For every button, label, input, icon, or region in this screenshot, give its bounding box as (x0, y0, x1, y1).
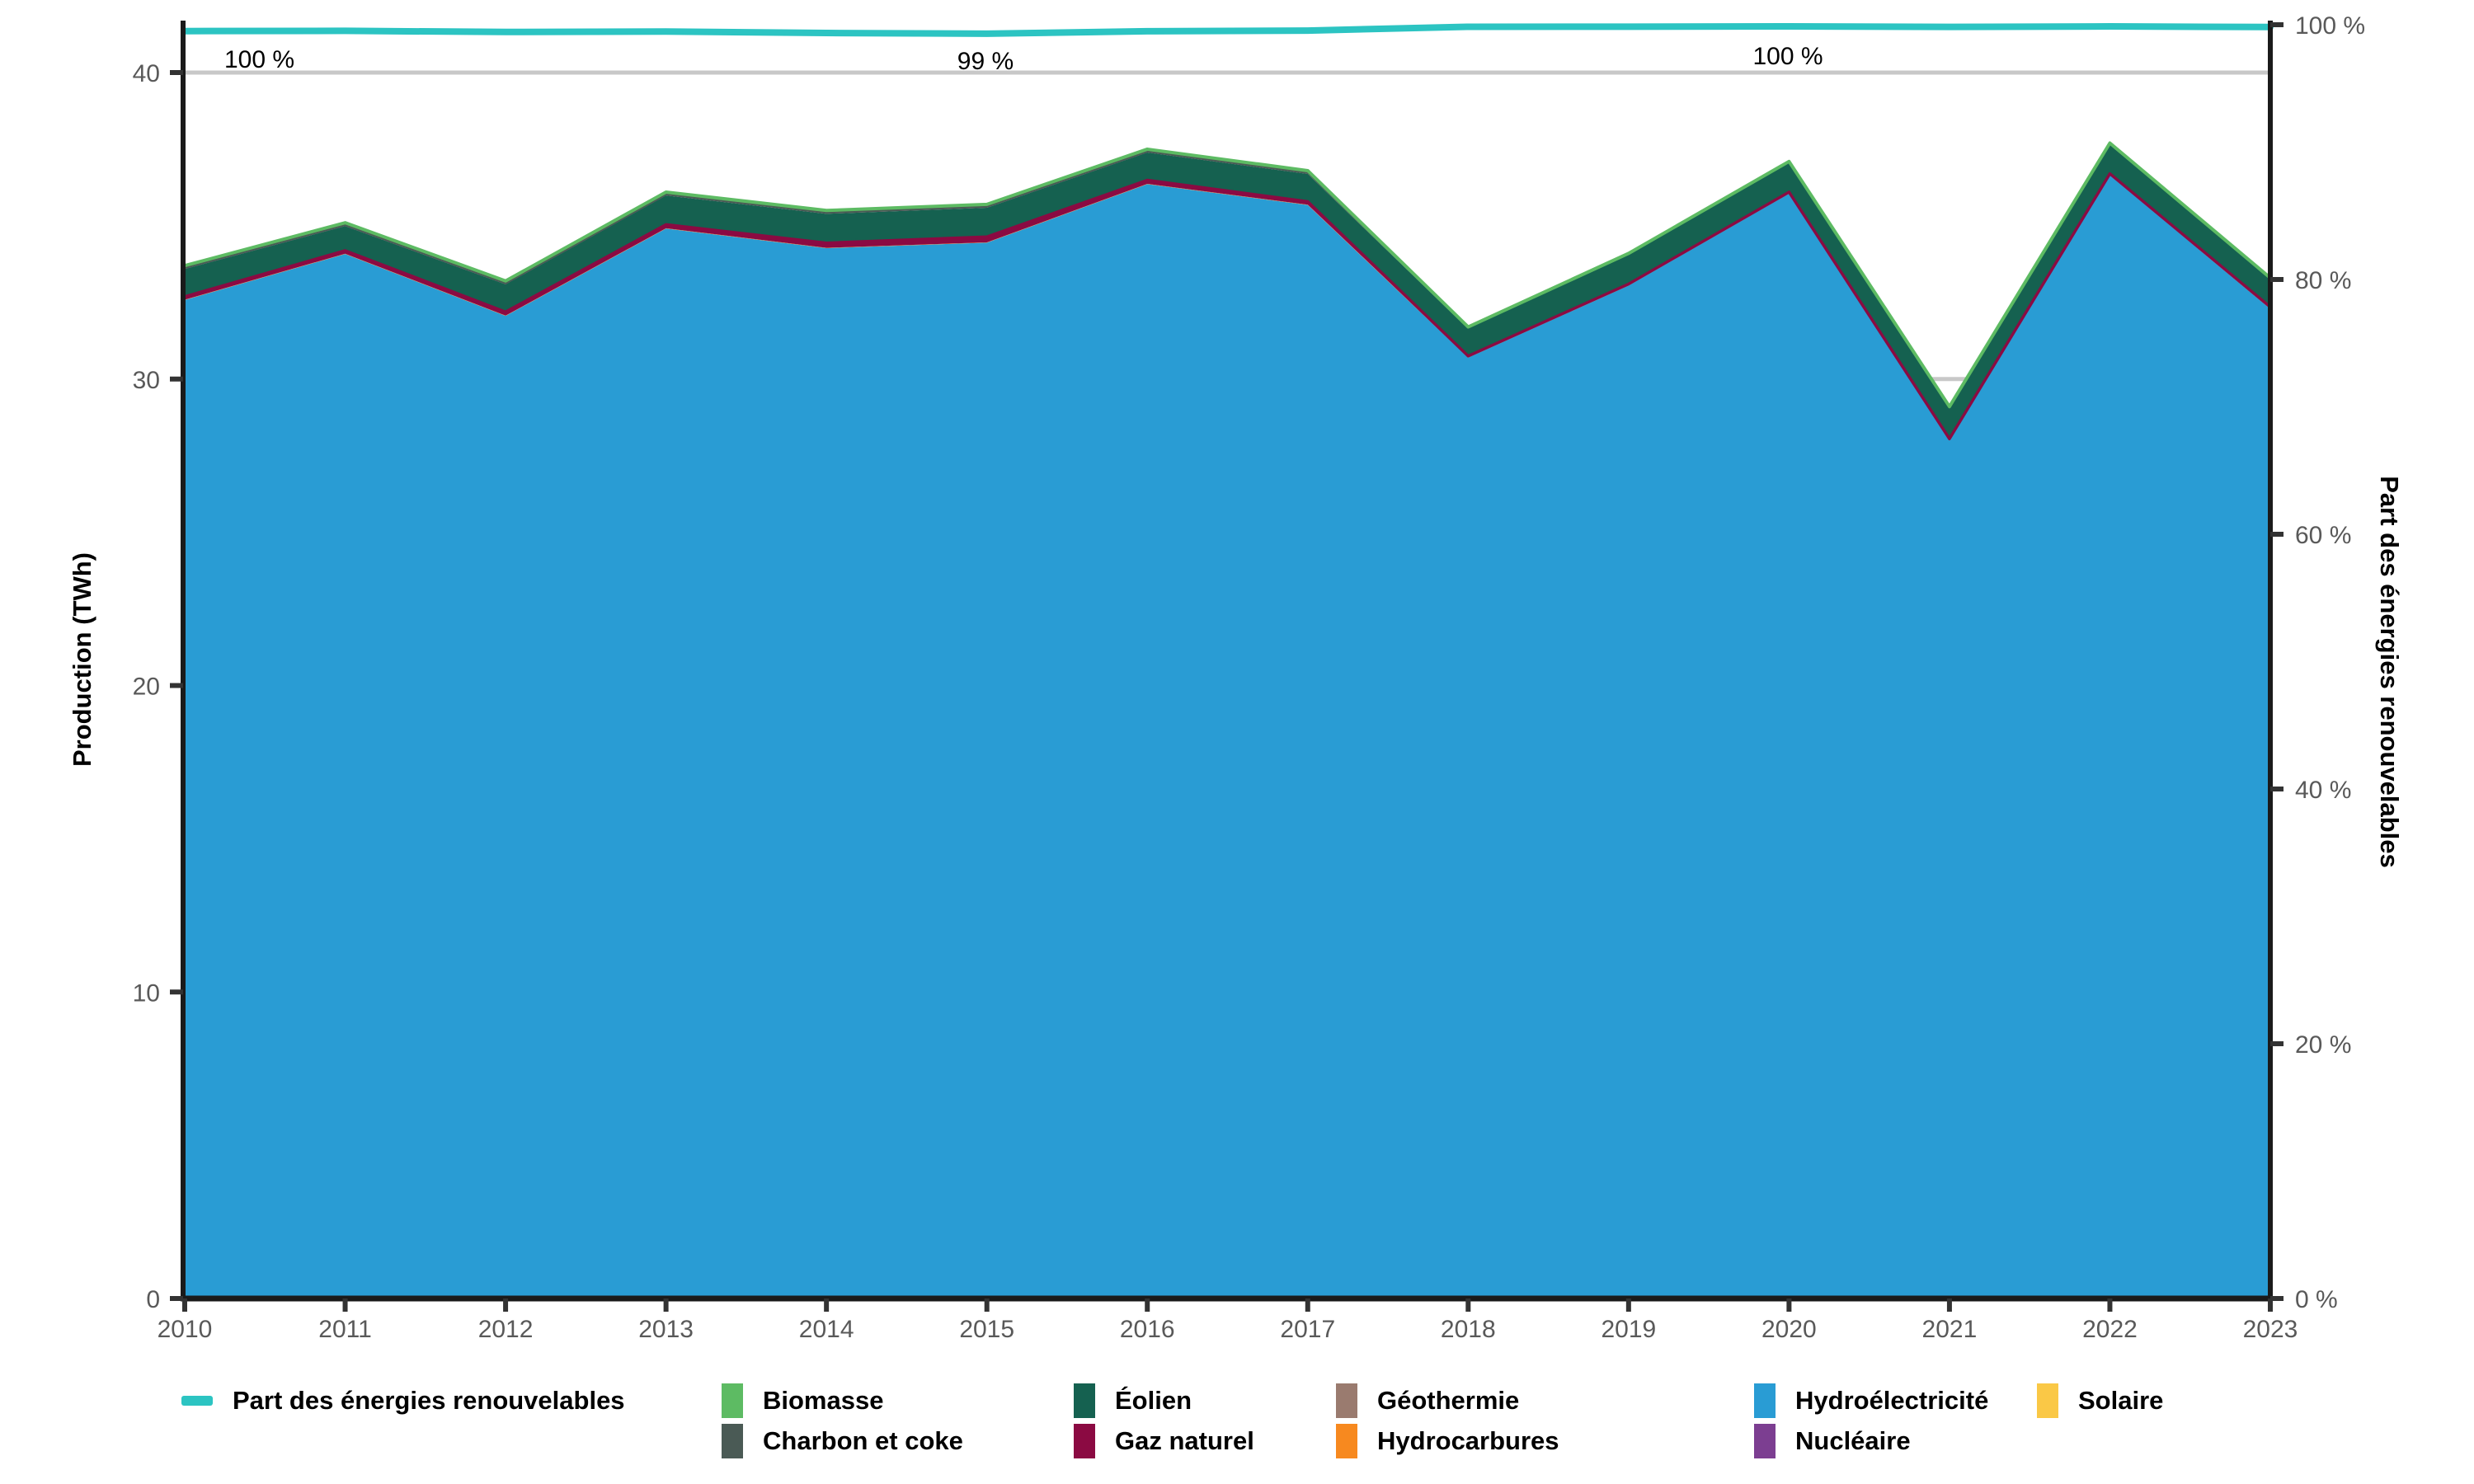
area-eolien (185, 144, 2270, 439)
right-axis-tick-label: 20 % (2295, 1031, 2351, 1059)
renewables-share-line (181, 23, 2274, 37)
legend-swatch-eolien (1074, 1383, 1095, 1418)
left-axis-tick-label: 10 (133, 979, 160, 1007)
right-axis-tick-label: 80 % (2295, 267, 2351, 294)
left-axis-tick-label: 40 (133, 60, 160, 87)
left-axis-tick-label: 30 (133, 367, 160, 394)
legend-item-geothermie: Géothermie (1336, 1383, 1519, 1418)
legend-swatch-hydrocarbures (1336, 1424, 1357, 1458)
x-axis-tick-label: 2013 (638, 1316, 694, 1343)
x-axis-tick-label: 2021 (1922, 1316, 1978, 1343)
legend-swatch-biomasse (722, 1383, 743, 1418)
right-axis-tick-label: 40 % (2295, 777, 2351, 804)
x-axis-tick-label: 2011 (318, 1316, 372, 1343)
legend-label-biomasse: Biomasse (763, 1386, 884, 1415)
edge-gaz_naturel (184, 171, 2272, 440)
legend-item-eolien: Éolien (1074, 1383, 1192, 1418)
legend-label-hydroelectricite: Hydroélectricité (1795, 1386, 1989, 1415)
x-axis-tick-label: 2019 (1601, 1316, 1656, 1343)
x-axis-tick-label: 2020 (1761, 1316, 1817, 1343)
annotation-2020-share: 100 % (1752, 43, 1823, 70)
legend-swatch-hydroelectricite (1754, 1383, 1776, 1418)
legend-label-nucleaire: Nucléaire (1795, 1426, 1911, 1455)
annotation-2010-share: 100 % (224, 46, 295, 73)
legend-swatch-gaz_naturel (1074, 1424, 1095, 1458)
x-axis-tick-label: 2012 (478, 1316, 534, 1343)
legend-item-part_renouvelables: Part des énergies renouvelables (181, 1383, 625, 1418)
x-axis-tick-label: 2017 (1280, 1316, 1335, 1343)
right-axis-title: Part des énergies renouvelables (2375, 476, 2404, 868)
legend-item-nucleaire: Nucléaire (1754, 1424, 1911, 1458)
x-axis-tick-label: 2016 (1120, 1316, 1175, 1343)
left-axis-tick-label: 20 (133, 674, 160, 701)
legend-line-swatch-part_renouvelables (181, 1396, 213, 1406)
legend-label-part_renouvelables: Part des énergies renouvelables (233, 1386, 625, 1415)
legend-label-charbon: Charbon et coke (763, 1426, 963, 1455)
legend-label-eolien: Éolien (1115, 1386, 1192, 1415)
legend-item-gaz_naturel: Gaz naturel (1074, 1424, 1254, 1458)
legend-label-gaz_naturel: Gaz naturel (1115, 1426, 1254, 1455)
area-hydroelectricite (185, 175, 2270, 1298)
legend-item-hydroelectricite: Hydroélectricité (1754, 1383, 1988, 1418)
x-axis-tick-label: 2015 (959, 1316, 1014, 1343)
legend-swatch-nucleaire (1754, 1424, 1776, 1458)
legend-label-solaire: Solaire (2078, 1386, 2164, 1415)
edge-biomasse (184, 141, 2272, 409)
legend-swatch-solaire (2037, 1383, 2058, 1418)
left-axis-title: Production (TWh) (68, 552, 96, 767)
legend-label-geothermie: Géothermie (1377, 1386, 1520, 1415)
legend-item-hydrocarbures: Hydrocarbures (1336, 1424, 1559, 1458)
legend-item-charbon: Charbon et coke (722, 1424, 963, 1458)
legend-swatch-charbon (722, 1424, 743, 1458)
legend-label-hydrocarbures: Hydrocarbures (1377, 1426, 1559, 1455)
annotation-2015-share: 99 % (957, 48, 1014, 75)
right-axis-tick-label: 60 % (2295, 522, 2351, 549)
x-axis-tick-label: 2014 (799, 1316, 854, 1343)
right-axis-tick-label: 100 % (2295, 12, 2365, 40)
x-axis-tick-label: 2018 (1441, 1316, 1496, 1343)
right-axis-tick-label: 0 % (2295, 1286, 2338, 1313)
legend-item-biomasse: Biomasse (722, 1383, 883, 1418)
x-axis-tick-label: 2023 (2243, 1316, 2298, 1343)
legend-item-solaire: Solaire (2037, 1383, 2163, 1418)
legend-swatch-geothermie (1336, 1383, 1357, 1418)
x-axis-tick-label: 2022 (2082, 1316, 2138, 1343)
left-axis-tick-label: 0 (146, 1286, 160, 1313)
x-axis-tick-label: 2010 (158, 1316, 213, 1343)
